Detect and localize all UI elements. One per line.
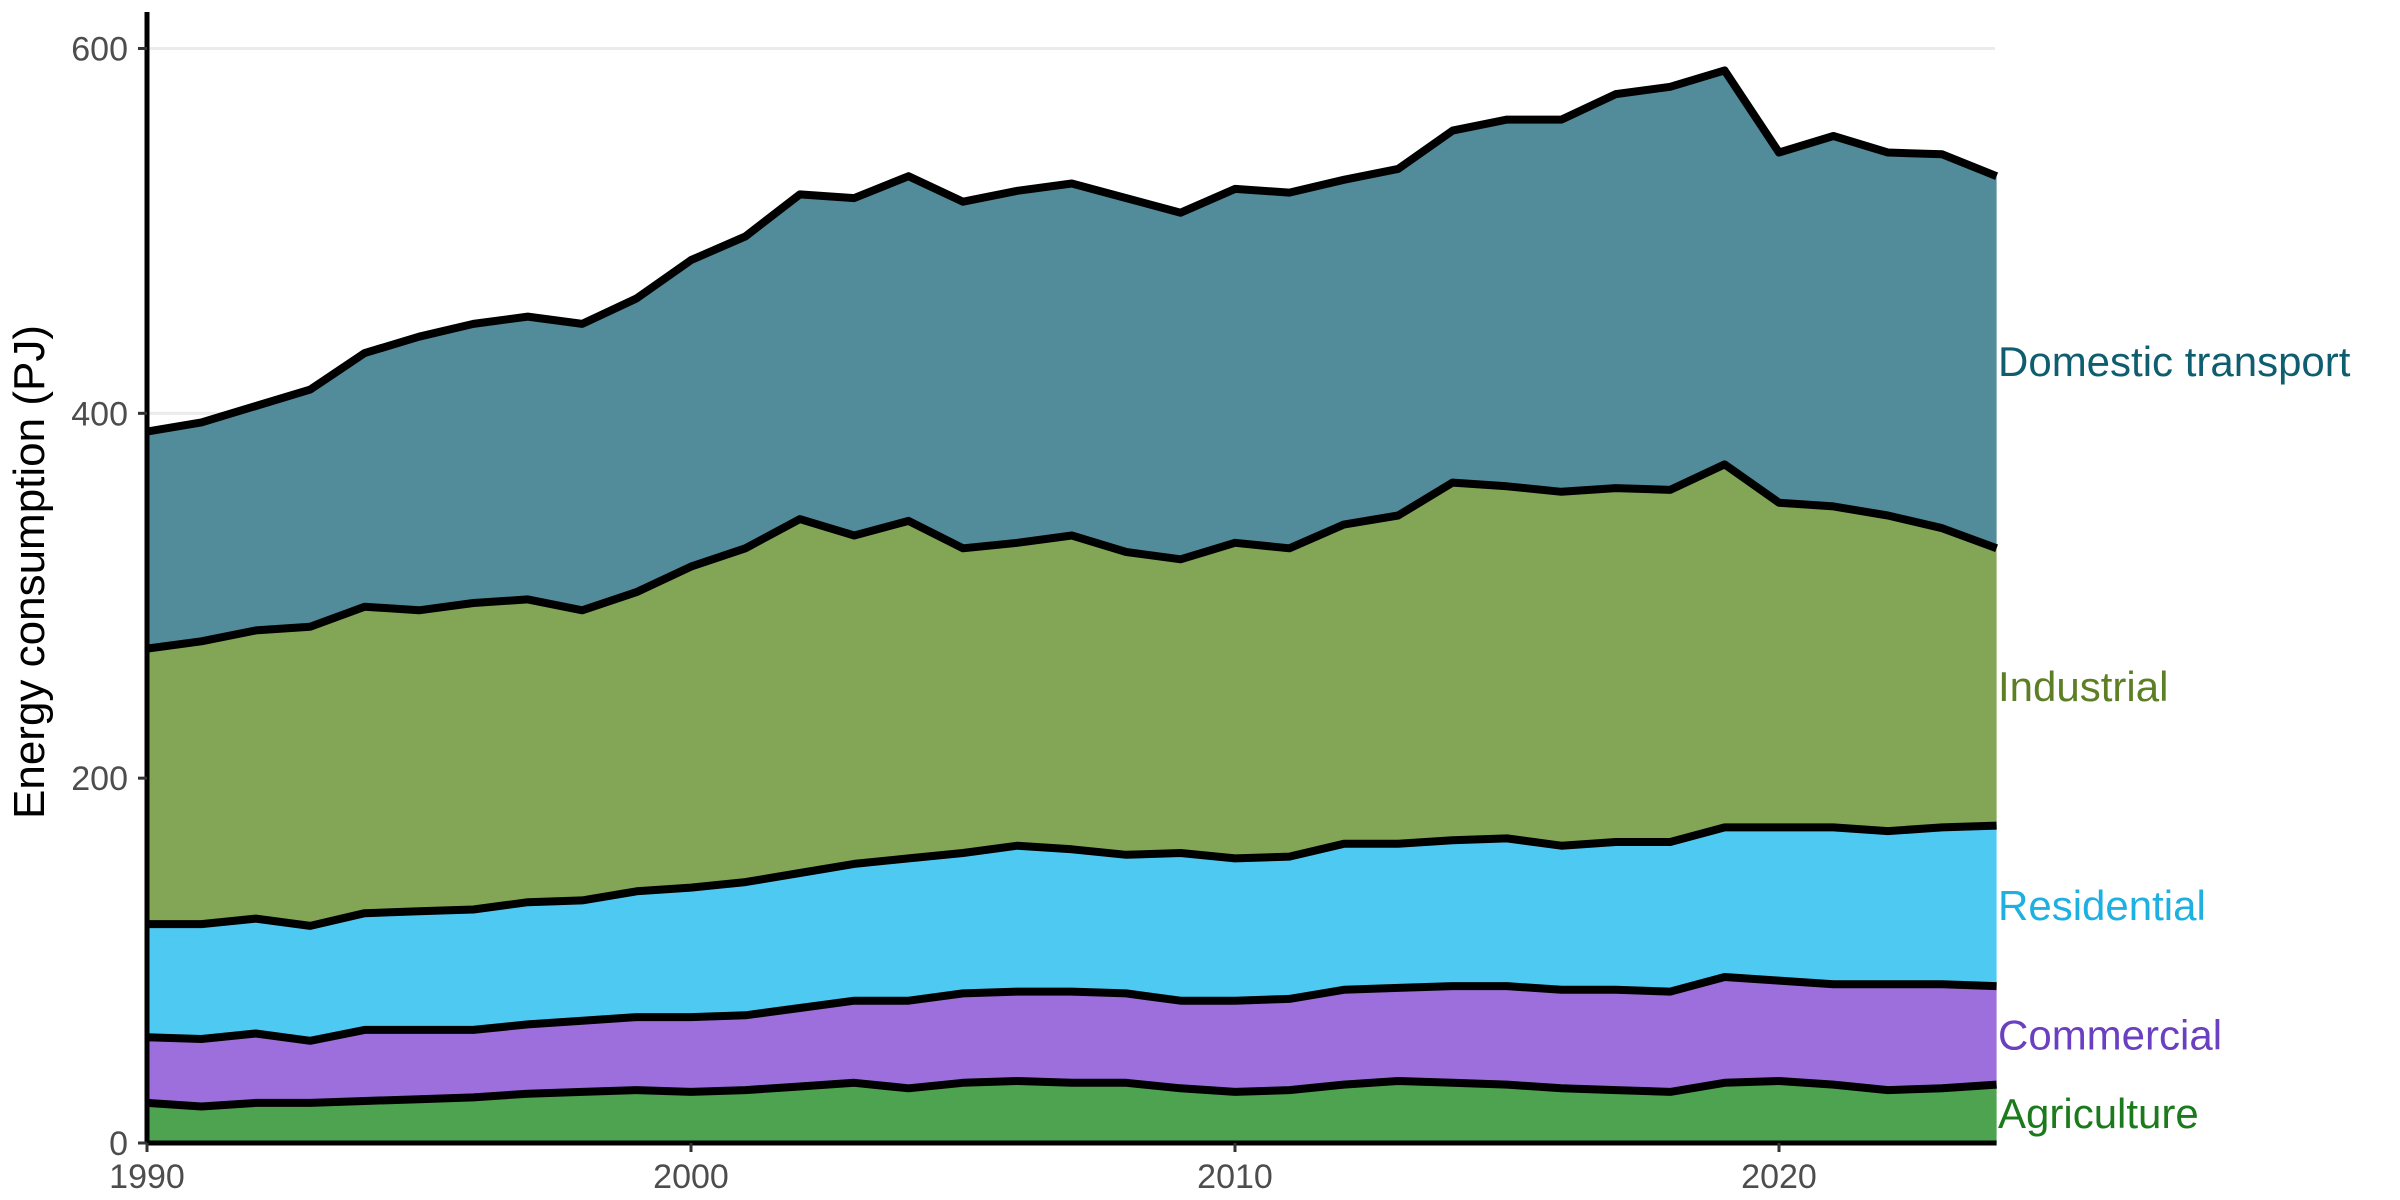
area-commercial [147, 977, 1997, 1107]
x-tick-label-2020: 2020 [1741, 1158, 1817, 1196]
line-top-industrial [146, 460, 1998, 653]
x-tick-label-1990: 1990 [109, 1158, 185, 1196]
area-industrial [147, 464, 1997, 926]
line-top-domestic-transport [146, 66, 1999, 436]
line-top-agriculture [146, 1077, 1997, 1111]
area-domestic-transport [147, 70, 1997, 649]
x-tick-label-2000: 2000 [653, 1158, 729, 1196]
series-label-domestic-transport: Domestic transport [1998, 338, 2351, 385]
stacked-areas [147, 70, 1997, 1143]
y-tick-label-200: 200 [71, 760, 128, 798]
line-top-residential [147, 821, 1997, 930]
y-tick-label-600: 600 [71, 30, 128, 68]
tick-labels: 0 200 400 600 1990 2000 2010 2020 [71, 30, 1817, 1196]
y-tick-label-0: 0 [109, 1125, 128, 1163]
line-top-commercial [146, 973, 1997, 1045]
series-label-commercial: Commercial [1998, 1011, 2222, 1058]
y-tick-label-400: 400 [71, 395, 128, 433]
area-agriculture [147, 1081, 1997, 1143]
y-axis-title: Energy consumption (PJ) [5, 325, 54, 819]
series-labels: Agriculture Commercial Residential Industri… [1998, 338, 2351, 1137]
x-tick-label-2010: 2010 [1197, 1158, 1273, 1196]
series-label-industrial: Industrial [1998, 663, 2168, 710]
boundary-lines [146, 66, 1999, 1111]
axes [144, 12, 1997, 1146]
series-label-residential: Residential [1998, 882, 2206, 929]
series-label-agriculture: Agriculture [1998, 1090, 2199, 1137]
